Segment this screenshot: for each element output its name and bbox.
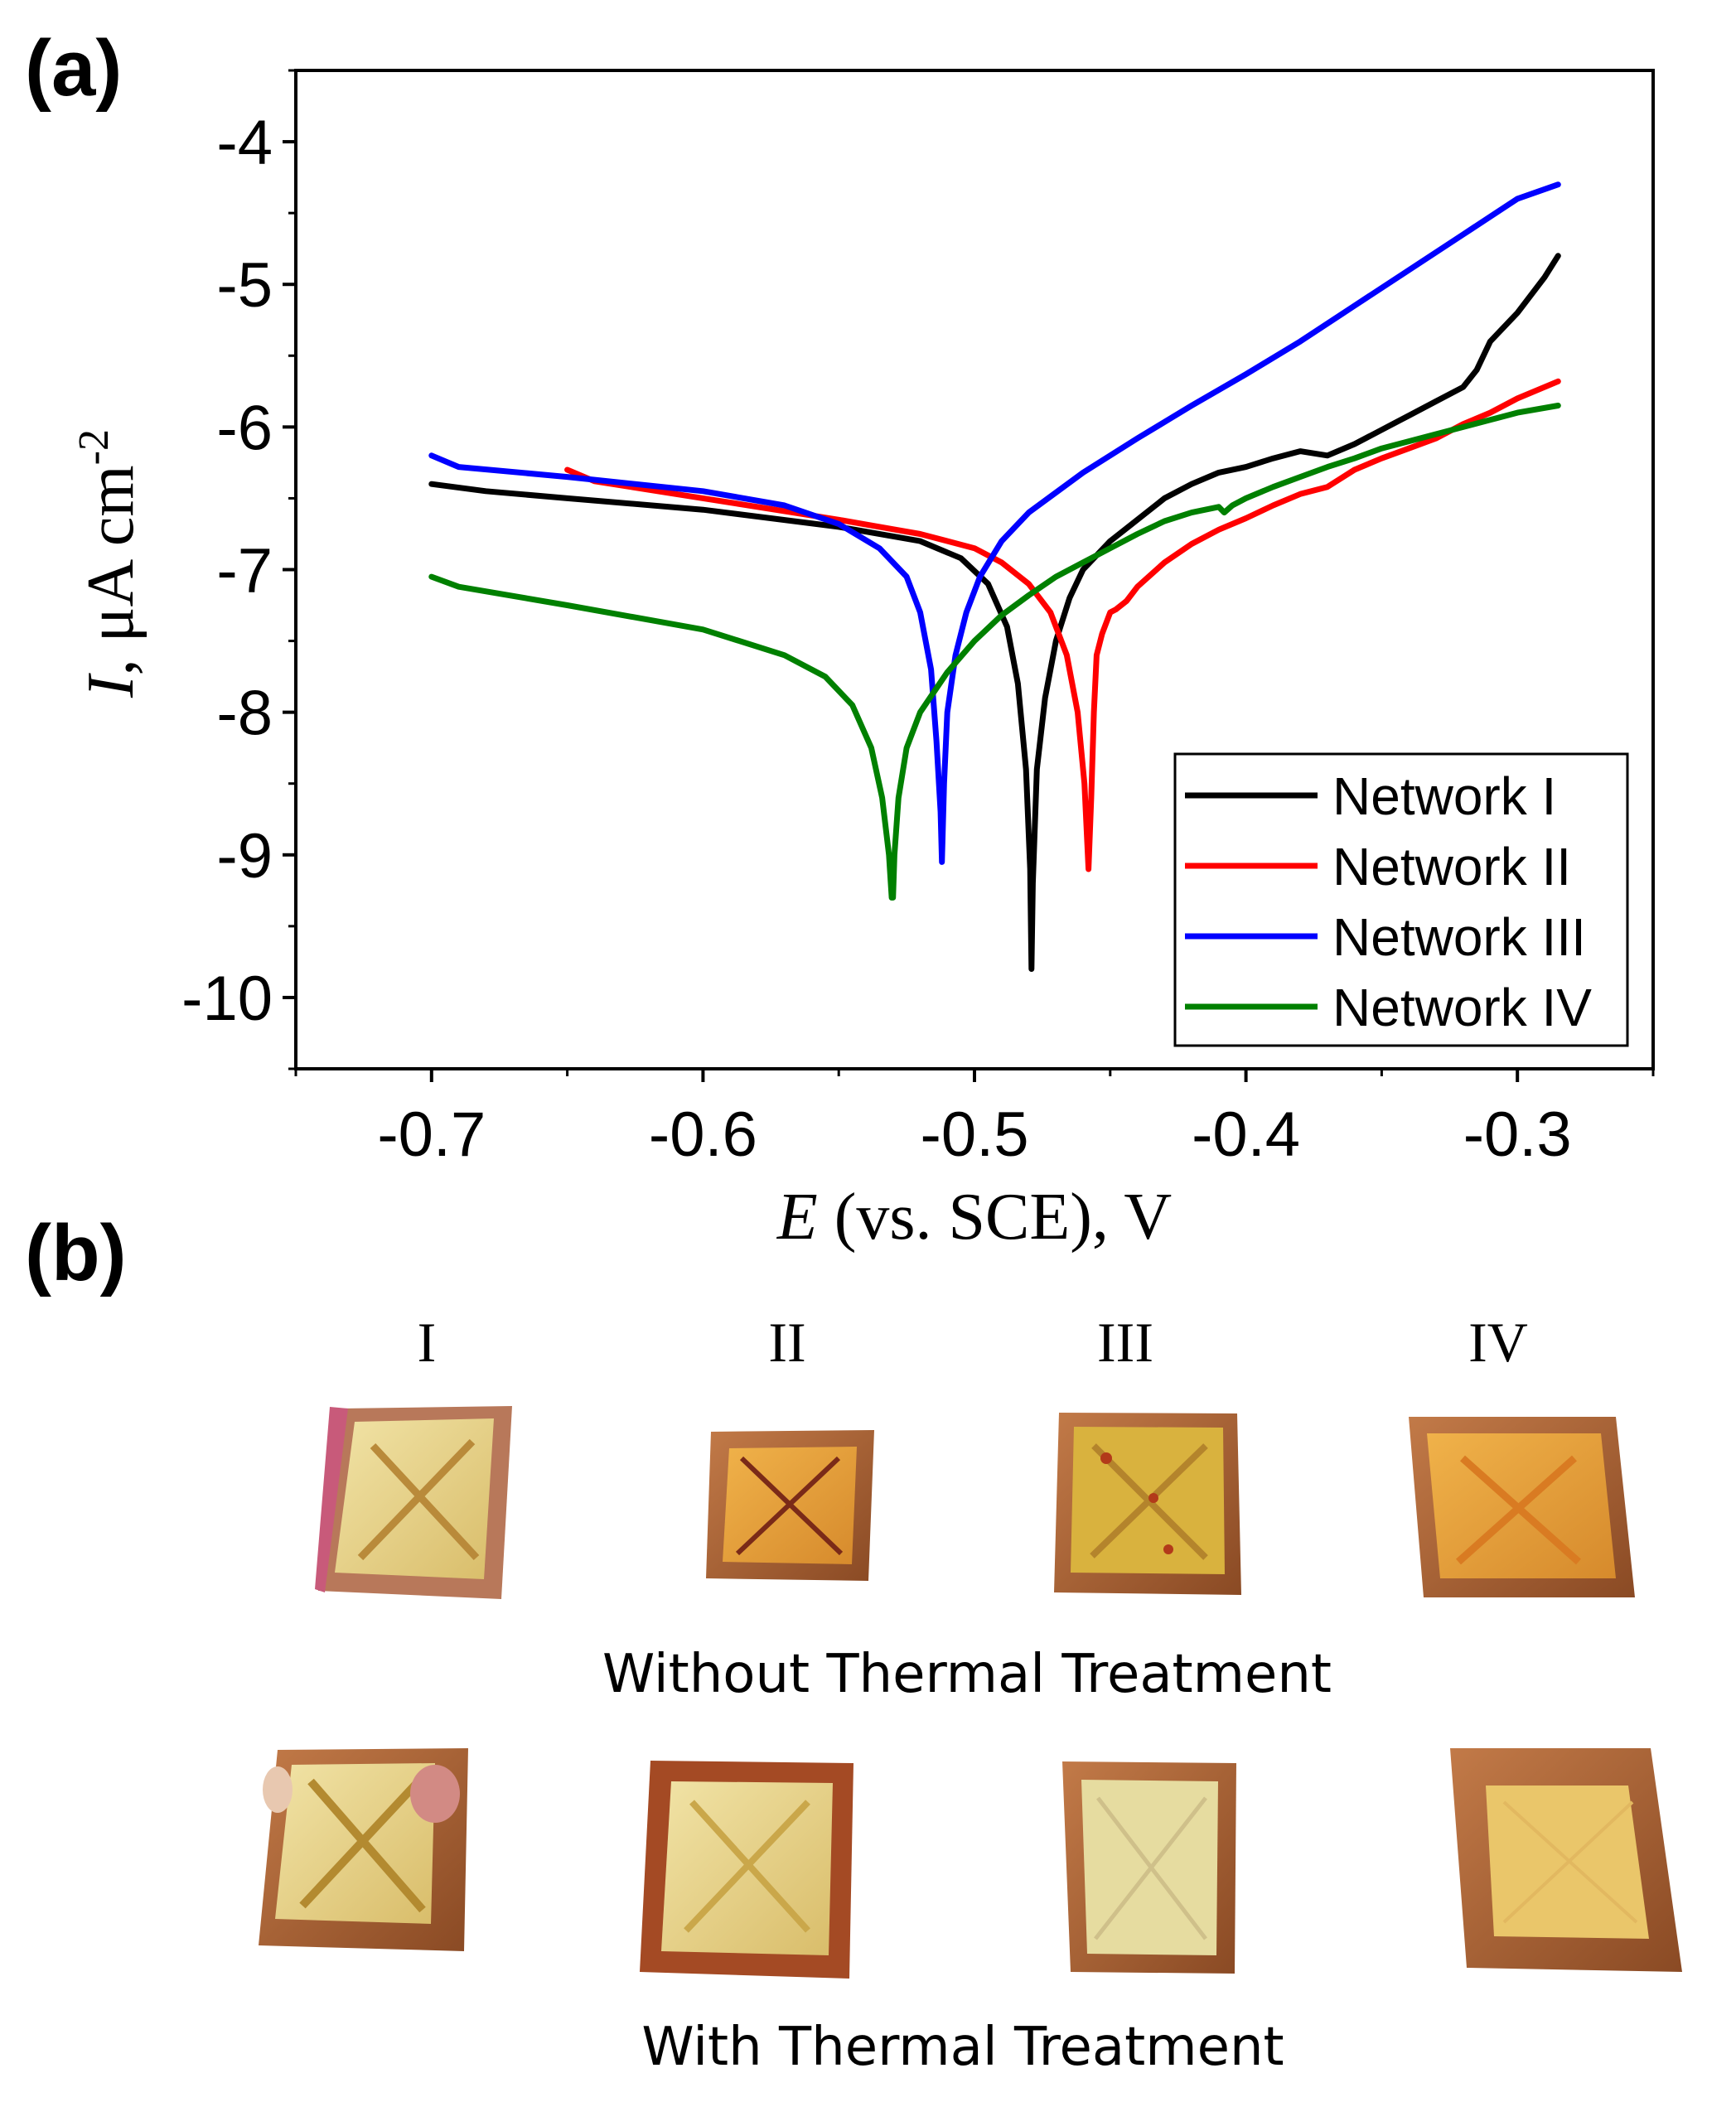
y-tick-label: -9	[216, 821, 273, 892]
y-tick-label: -8	[216, 679, 273, 749]
x-tick-label: -0.7	[377, 1099, 486, 1170]
x-axis-ticks: -0.7 -0.6 -0.5 -0.4 -0.3	[294, 1069, 1655, 1170]
panel-b-label: (b)	[25, 1209, 127, 1297]
sample-photo-iii-untreated	[1054, 1413, 1241, 1595]
y-axis-ticks: -4 -5 -6 -7 -8 -9 -10	[181, 69, 296, 1070]
column-label-i: I	[418, 1311, 437, 1374]
legend-label-network-iv: Network IV	[1332, 978, 1592, 1037]
sample-photo-i-treated	[259, 1748, 468, 1951]
sample-photos-panel: I II III IV Without Therma	[259, 1311, 1682, 2078]
sample-photo-iv-untreated	[1409, 1417, 1635, 1597]
column-label-iv: IV	[1468, 1311, 1528, 1374]
y-tick-label: -5	[216, 250, 273, 321]
y-tick-label: -10	[181, 964, 273, 1034]
caption-with-thermal-treatment: With Thermal Treatment	[641, 2017, 1284, 2078]
sample-photo-ii-treated	[640, 1761, 853, 1979]
sample-photo-ii-untreated	[706, 1430, 874, 1581]
legend: Network I Network II Network III Network…	[1173, 752, 1629, 1047]
column-label-ii: II	[768, 1311, 805, 1374]
x-tick-label: -0.3	[1463, 1099, 1572, 1170]
series-line-network-iv	[428, 403, 1561, 901]
column-label-iii: III	[1097, 1311, 1153, 1374]
sample-photo-iii-treated	[1062, 1761, 1236, 1974]
y-tick-label: -6	[216, 393, 273, 463]
legend-label-network-i: Network I	[1332, 766, 1556, 826]
legend-box	[1173, 752, 1629, 1047]
x-tick-label: -0.6	[649, 1099, 757, 1170]
series-line-network-ii	[564, 378, 1561, 872]
caption-without-thermal-treatment: Without Thermal Treatment	[602, 1644, 1332, 1705]
series-line-network-iii	[428, 181, 1561, 865]
legend-label-network-ii: Network II	[1332, 837, 1571, 896]
legend-label-network-iii: Network III	[1332, 907, 1586, 967]
panel-a-label: (a)	[25, 24, 122, 113]
sample-photo-iv-treated	[1450, 1748, 1682, 1972]
y-tick-label: -4	[216, 108, 273, 178]
y-axis-title: I, μA cm-2	[70, 429, 147, 698]
x-tick-label: -0.5	[921, 1099, 1029, 1170]
y-tick-label: -7	[216, 536, 273, 606]
series-lines	[428, 181, 1561, 972]
sample-photo-i-untreated	[315, 1406, 512, 1599]
x-axis-title: E (vs. SCE), V	[776, 1181, 1172, 1254]
polarization-chart: -4 -5 -6 -7 -8 -9 -10 -0.7 -0.6 -0.5 -0.4 -0.3 E (…	[70, 69, 1655, 1254]
x-tick-label: -0.4	[1192, 1099, 1300, 1170]
